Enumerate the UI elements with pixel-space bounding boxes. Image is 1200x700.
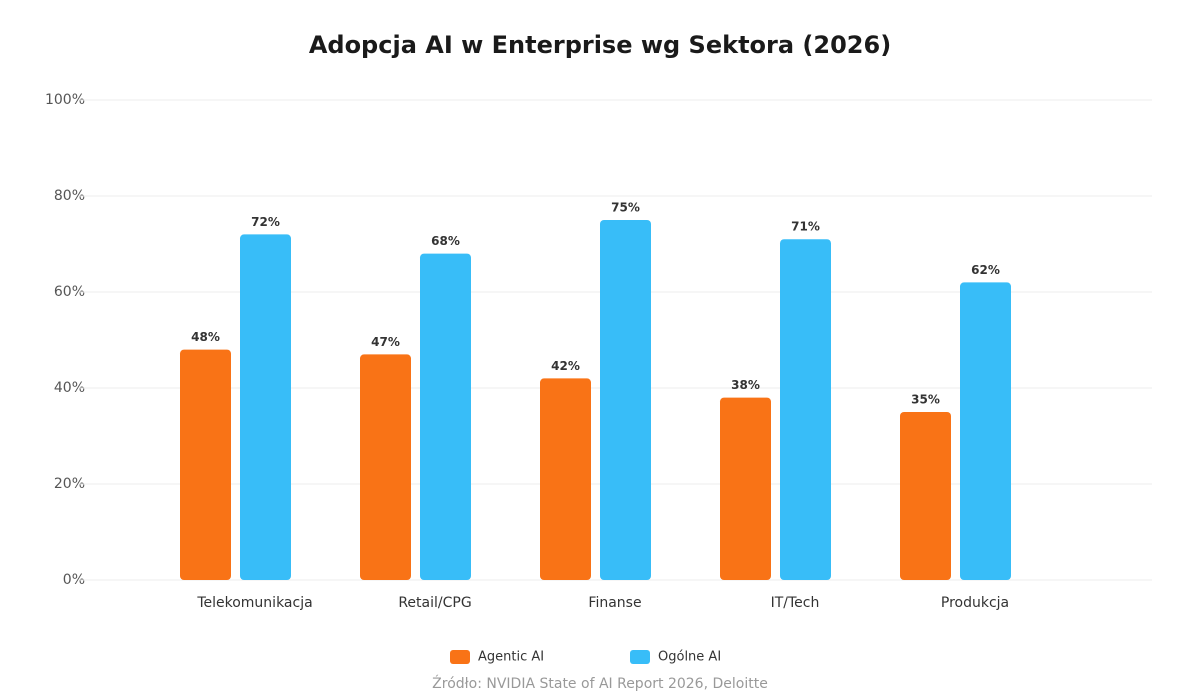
bar: [420, 253, 471, 580]
legend-label: Ogólne AI: [658, 650, 721, 665]
value-label: 75%: [611, 201, 640, 215]
y-tick-label: 20%: [54, 476, 85, 492]
x-tick-label: Retail/CPG: [398, 595, 471, 611]
y-tick-label: 100%: [45, 92, 85, 108]
value-label: 68%: [431, 234, 460, 248]
source-note: Źródło: NVIDIA State of AI Report 2026, …: [432, 674, 768, 692]
chart-title: Adopcja AI w Enterprise wg Sektora (2026…: [309, 31, 891, 59]
legend-swatch: [630, 650, 650, 664]
y-tick-label: 0%: [63, 572, 85, 588]
bar: [960, 282, 1011, 580]
value-label: 42%: [551, 359, 580, 373]
x-tick-label: Telekomunikacja: [196, 595, 312, 611]
bar: [600, 220, 651, 580]
legend-label: Agentic AI: [478, 650, 544, 665]
value-label: 72%: [251, 215, 280, 229]
value-label: 71%: [791, 220, 820, 234]
bar: [240, 234, 291, 580]
y-tick-label: 40%: [54, 380, 85, 396]
bar: [780, 239, 831, 580]
legend-swatch: [450, 650, 470, 664]
y-tick-label: 60%: [54, 284, 85, 300]
y-tick-label: 80%: [54, 188, 85, 204]
value-label: 47%: [371, 335, 400, 349]
bar: [900, 412, 951, 580]
x-tick-label: Produkcja: [941, 595, 1009, 611]
bar: [720, 397, 771, 580]
value-label: 35%: [911, 393, 940, 407]
value-label: 38%: [731, 378, 760, 392]
bar: [540, 378, 591, 580]
x-tick-label: Finanse: [588, 595, 641, 611]
bar: [360, 354, 411, 580]
value-label: 48%: [191, 330, 220, 344]
value-label: 62%: [971, 263, 1000, 277]
bar: [180, 349, 231, 580]
x-tick-label: IT/Tech: [771, 595, 820, 611]
